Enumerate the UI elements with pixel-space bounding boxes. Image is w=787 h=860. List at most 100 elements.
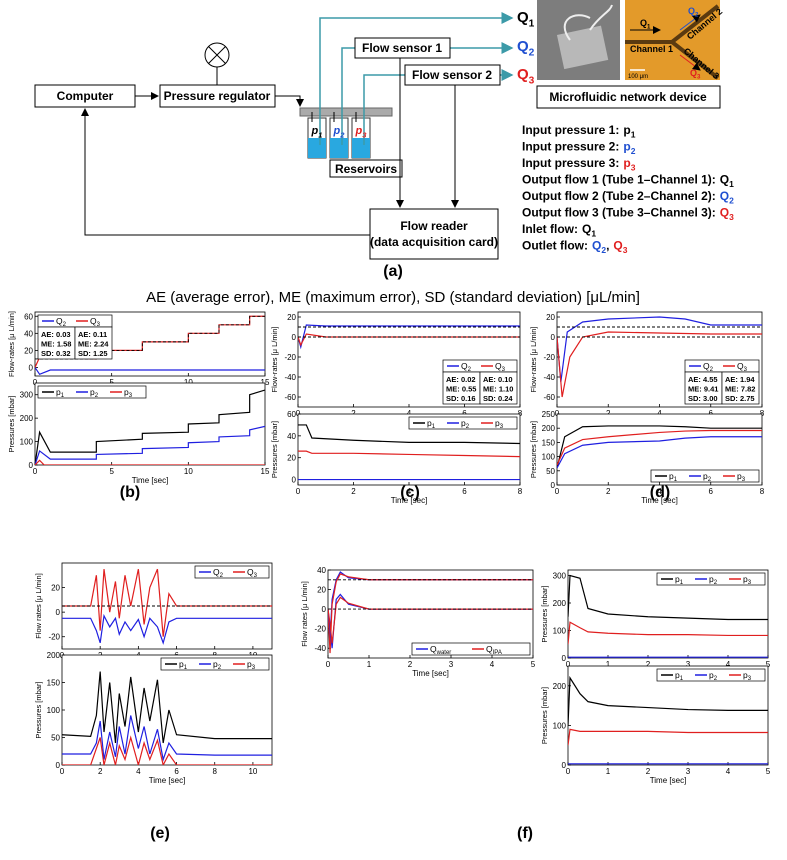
symbol-label: Q2 — [688, 6, 699, 19]
symbol: Q — [688, 6, 695, 16]
symbol: p — [623, 156, 630, 170]
legend-label: Qwater — [430, 644, 451, 656]
x-axis-label: Time [sec] — [149, 776, 186, 785]
y-tick-label: 40 — [317, 566, 326, 575]
tube-line — [363, 74, 405, 145]
y-tick-label: 0 — [551, 333, 556, 342]
y-tick-label: 20 — [287, 454, 296, 463]
y-tick-label: 60 — [287, 410, 296, 419]
stats-box — [479, 371, 518, 405]
symbol-label: Q2 — [517, 38, 535, 59]
legend-line: Outlet flow: Q2, Q3 — [522, 239, 628, 256]
y-tick-label: 200 — [542, 424, 556, 433]
subscript: 2 — [695, 12, 699, 19]
legend-label: Q3 — [737, 361, 748, 373]
x-tick-label: 3 — [686, 660, 691, 669]
y-tick-label: 0 — [56, 761, 61, 770]
legend-name: p — [675, 670, 680, 680]
legend-sub: 3 — [742, 477, 746, 483]
legend-line: Input pressure 3: p3 — [522, 156, 636, 173]
legend-sub: 3 — [97, 322, 101, 328]
legend-line: Input pressure 2: p2 — [522, 140, 636, 157]
stats-text: AE: 0.10 — [483, 375, 513, 384]
air-lines — [311, 112, 357, 122]
y-axis-label: Pressures [mbar] — [270, 421, 279, 478]
y-tick-label: 100 — [542, 453, 556, 462]
plot-lines — [568, 675, 768, 765]
legend-box — [194, 565, 270, 579]
symbol: Q — [592, 239, 601, 253]
x-tick-label: 0 — [33, 378, 38, 387]
legend-name: Q — [90, 316, 97, 326]
setup-diagram: Computer Pressure regulator Reservoirs F… — [34, 0, 724, 260]
x-tick-label: 0 — [555, 409, 560, 418]
x-tick-label: 4 — [726, 767, 731, 776]
stats-text: AE: 0.02 — [446, 375, 476, 384]
y-tick-label: 60 — [24, 312, 33, 321]
series-line — [568, 728, 768, 746]
legend-sub: 1 — [680, 676, 684, 682]
x-tick-label: 8 — [518, 409, 523, 418]
x-tick-label: 4 — [407, 487, 412, 496]
x-tick-label: 4 — [726, 660, 731, 669]
symbol-label: Q3 — [690, 68, 701, 81]
arrow — [679, 54, 701, 71]
y-tick-label: -40 — [314, 644, 326, 653]
series-line — [35, 367, 265, 376]
legend-sub: 2 — [468, 367, 472, 373]
legend-sub: 1 — [680, 580, 684, 586]
legend-name: Q — [213, 567, 220, 577]
stats-box — [442, 371, 481, 405]
symbol-label: p1 — [311, 125, 323, 139]
x-tick-label: 2 — [646, 660, 651, 669]
legend-sub: 2 — [218, 665, 222, 671]
legend-sub: 1 — [184, 665, 188, 671]
regulator-label: Pressure regulator — [164, 89, 271, 103]
x-tick-label: 8 — [213, 767, 218, 776]
legend-name: p — [675, 574, 680, 584]
y-tick-label: -20 — [543, 353, 555, 362]
symbol-label: Q3 — [517, 66, 535, 87]
x-tick-label: 2 — [408, 660, 413, 669]
plot-lines — [557, 316, 762, 398]
symbol: Q — [582, 222, 591, 236]
x-tick-label: 2 — [606, 409, 611, 418]
y-tick-label: -20 — [314, 625, 326, 634]
y-tick-label: 200 — [553, 599, 567, 608]
legend-label: p1 — [179, 659, 188, 671]
series-line — [568, 675, 768, 726]
stats-text: SD: 2.75 — [725, 394, 755, 403]
legend-sub: 3 — [252, 665, 256, 671]
symbol-label: p2 — [333, 125, 346, 139]
series-line — [568, 574, 768, 621]
legend-sub: 1 — [61, 393, 65, 399]
y-tick-label: -20 — [48, 633, 60, 642]
x-tick-label: 0 — [566, 660, 571, 669]
legend-label: p1 — [669, 471, 678, 483]
stats-text: SD: 0.24 — [483, 394, 513, 403]
y-tick-label: 0 — [292, 333, 297, 342]
y-tick-label: 300 — [553, 572, 567, 581]
tube-line — [319, 12, 514, 145]
channels — [625, 4, 720, 80]
legend-name: p — [247, 659, 252, 669]
symbol: p — [333, 125, 341, 137]
series-line — [35, 459, 265, 465]
legend-sub: 2 — [708, 477, 712, 483]
x-tick-label: 1 — [606, 767, 611, 776]
series-line — [62, 715, 272, 762]
legend-name: p — [427, 418, 432, 428]
legend-sub: 1 — [674, 477, 678, 483]
x-tick-label: 10 — [184, 378, 193, 387]
subscript: 1 — [729, 179, 734, 189]
legend-name: Q — [56, 316, 63, 326]
symbol: p — [623, 140, 630, 154]
subscript: 3 — [623, 245, 628, 255]
legend-name: p — [90, 387, 95, 397]
stats-text: SD: 0.32 — [41, 349, 71, 358]
legend-label: p3 — [743, 670, 752, 682]
sensor-label: Flow sensor 2 — [412, 68, 492, 82]
liquid — [308, 138, 326, 158]
subscript: 2 — [631, 146, 636, 156]
